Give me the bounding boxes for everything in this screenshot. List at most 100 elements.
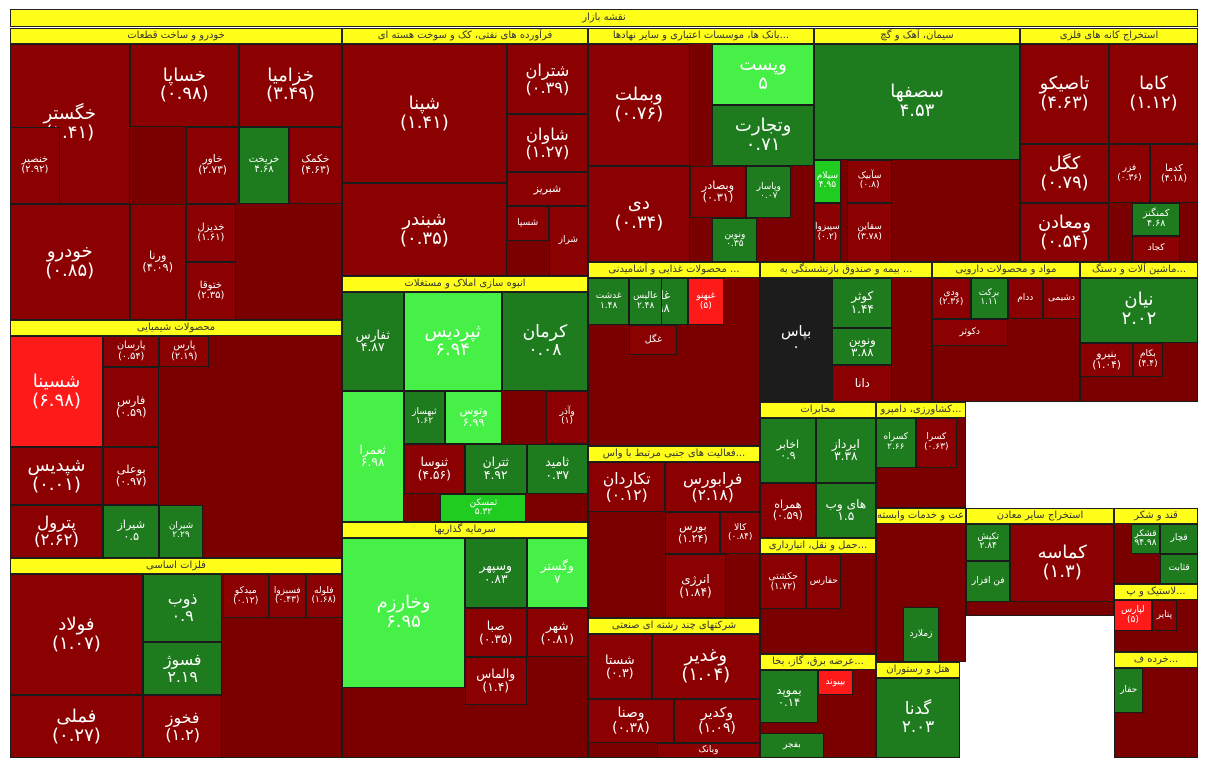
treemap-cell[interactable]: بوعلی (۰.۹۷) xyxy=(103,447,160,505)
treemap-cell[interactable]: بنیرو (۱.۰۴) xyxy=(1080,342,1134,378)
treemap-cell[interactable]: وبصادر (۰.۳۱) xyxy=(689,166,747,219)
treemap-cell[interactable]: کماسه (۱.۳) xyxy=(1010,524,1114,603)
sector-header[interactable]: شرکتهای چند رشته ای صنعتی xyxy=(588,618,760,634)
treemap-cell[interactable]: همراه (۰.۵۹) xyxy=(760,482,816,538)
treemap-cell[interactable]: خودرو (۰.۸۵) xyxy=(10,204,130,320)
treemap-cell[interactable]: کاما (۱.۱۲) xyxy=(1109,44,1198,145)
treemap-cell[interactable]: ورنا (۴.۰۹) xyxy=(129,204,186,320)
treemap-cell[interactable]: قشکر ۹۴.۹۸ xyxy=(1130,524,1161,554)
treemap-cell[interactable]: ثتران ۴.۹۲ xyxy=(465,443,527,495)
sector-header[interactable]: ماشین آلات و دستگ... xyxy=(1080,262,1198,278)
treemap-cell[interactable]: دکوثر xyxy=(932,318,1008,347)
treemap-cell[interactable]: فرابورس (۲.۱۸) xyxy=(665,462,760,512)
treemap-cell[interactable]: شبندر (۰.۳۵) xyxy=(342,183,507,276)
treemap-cell[interactable]: شپنا (۱.۴۱) xyxy=(342,44,507,184)
treemap-cell[interactable]: خزامیا (۳.۴۹) xyxy=(239,44,342,127)
treemap-cell[interactable]: غدشت ۱.۴۸ xyxy=(588,278,630,325)
treemap-cell[interactable]: سیلام ۴.۹۵ xyxy=(814,159,841,204)
treemap-cell[interactable]: فارس (۰.۵۹) xyxy=(103,367,160,447)
treemap-cell[interactable]: سقاین (۳.۷۸) xyxy=(847,203,893,262)
treemap-cell[interactable]: غبهنو (۵) xyxy=(687,278,724,325)
treemap-cell[interactable]: ونوین ۳.۸۸ xyxy=(832,327,893,365)
treemap-cell[interactable]: شراز xyxy=(548,206,588,276)
sector-header[interactable]: مواد و محصولات دارویی xyxy=(932,262,1080,278)
treemap-cell[interactable]: شبریز xyxy=(506,171,588,207)
treemap-cell[interactable]: خاور (۲.۷۳) xyxy=(186,126,240,205)
treemap-cell[interactable]: قثابت xyxy=(1160,554,1198,584)
treemap-cell[interactable]: شاوان (۱.۲۷) xyxy=(506,113,588,172)
sector-header[interactable]: لاستیک و پ... xyxy=(1114,584,1198,600)
treemap-cell[interactable]: فلوله (۱.۶۸) xyxy=(305,574,342,619)
treemap-cell[interactable]: بموپد ۰.۱۴ xyxy=(760,670,818,723)
treemap-cell[interactable]: وپاسار ۰.۰۷ xyxy=(746,166,792,219)
treemap-cell[interactable]: ثعمرا ۶.۹۸ xyxy=(342,390,404,522)
treemap-cell[interactable]: زملارد xyxy=(903,606,939,662)
treemap-cell[interactable]: ثنوسا (۴.۵۶) xyxy=(403,443,465,495)
sector-header[interactable]: استخراج کانه های فلزی xyxy=(1020,28,1198,44)
sector-header[interactable]: فرآورده های نفتی، کک و سوخت هسته ای xyxy=(342,28,588,44)
treemap-cell[interactable]: ایرداز ۳.۳۸ xyxy=(815,418,876,483)
sector-header[interactable]: عرضه برق، گاز، بخا... xyxy=(760,654,876,670)
treemap-cell[interactable]: پتایر xyxy=(1151,600,1177,632)
treemap-cell[interactable]: حفار xyxy=(1114,668,1144,713)
sector-header[interactable]: فعالیت های جنبی مرتبط با واس... xyxy=(588,446,760,462)
treemap-cell[interactable]: ثفارس ۴.۸۷ xyxy=(342,292,404,391)
sector-header[interactable]: بانک ها، موسسات اعتباری و سایر نهادها... xyxy=(588,28,814,44)
treemap-cell[interactable]: وآذر (۱) xyxy=(546,390,588,444)
treemap-cell[interactable]: فخوز (۱.۲) xyxy=(142,695,223,758)
treemap-cell[interactable]: کسرا (۰.۶۳) xyxy=(915,418,957,468)
treemap-cell[interactable]: تاصیکو (۴.۶۳) xyxy=(1020,44,1109,145)
treemap-cell[interactable]: کوثر ۱.۴۴ xyxy=(832,278,893,328)
treemap-cell[interactable]: وسپهر ۰.۸۳ xyxy=(465,538,527,609)
treemap-cell[interactable]: وگستر ۷ xyxy=(526,538,588,609)
sector-header[interactable]: محصولات غذایی و آشامیدنی ... xyxy=(588,262,760,278)
sector-header[interactable]: قند و شکر xyxy=(1114,508,1198,524)
treemap-cell[interactable]: وبانک xyxy=(656,743,760,758)
treemap-cell[interactable]: ثمسکن ۵.۳۲ xyxy=(440,494,527,522)
treemap-cell[interactable]: کسراه ۲.۶۶ xyxy=(876,418,916,468)
sector-header[interactable]: سرمایه گذاریها xyxy=(342,522,588,538)
treemap-cell[interactable]: خساپا (۰.۹۸) xyxy=(129,44,240,127)
treemap-cell[interactable]: فزر (۰.۳۶) xyxy=(1109,144,1150,204)
treemap-cell[interactable]: وتجارت ۰.۷۱ xyxy=(712,105,814,166)
treemap-cell[interactable]: شیران ۲.۲۹ xyxy=(159,504,203,558)
treemap-cell[interactable]: پارسان (۰.۵۴) xyxy=(103,336,160,368)
treemap-cell[interactable]: شیراز ۰.۵ xyxy=(103,504,160,558)
treemap-cell[interactable]: تکیش ۲.۸۴ xyxy=(966,524,1011,561)
treemap-cell[interactable]: ومعادن (۰.۵۴) xyxy=(1020,203,1109,262)
treemap-cell[interactable]: دانا xyxy=(832,364,893,402)
treemap-cell[interactable]: کگل (۰.۷۹) xyxy=(1020,144,1109,204)
treemap-cell[interactable]: وبملت (۰.۷۶) xyxy=(588,44,690,167)
sector-header[interactable]: بیمه و صندوق بازنشستگی به ... xyxy=(760,262,932,278)
treemap-cell[interactable]: شپدیس (۰.۰۱) xyxy=(10,447,103,505)
treemap-cell[interactable]: های وب ۱.۵ xyxy=(815,482,876,538)
sector-header[interactable]: زراعت و خدمات وابسته xyxy=(876,508,966,524)
treemap-cell[interactable]: صبا (۰.۳۵) xyxy=(465,608,527,657)
sector-header[interactable]: خرده ف... xyxy=(1114,652,1198,668)
treemap-cell[interactable]: خریخت ۴.۶۸ xyxy=(239,126,289,205)
treemap-cell[interactable]: ثامید ۰.۳۷ xyxy=(526,443,588,495)
treemap-cell[interactable]: اخابر ۰.۹ xyxy=(760,418,816,483)
treemap-cell[interactable]: کمنگنز ۴.۶۸ xyxy=(1132,203,1181,236)
treemap-cell[interactable]: غگل xyxy=(629,325,678,356)
treemap-cell[interactable]: والماس (۱.۴) xyxy=(465,656,527,706)
sector-header[interactable]: هتل و رستوران xyxy=(876,662,960,678)
treemap-cell[interactable]: سصفها ۴.۵۳ xyxy=(814,44,1020,160)
treemap-cell[interactable]: بورس (۱.۲۴) xyxy=(665,511,721,554)
treemap-cell[interactable]: شستا (۰.۳) xyxy=(588,634,652,699)
treemap-cell[interactable]: شسینا (۶.۹۸) xyxy=(10,336,103,447)
treemap-cell[interactable]: وتوس ۶.۹۹ xyxy=(445,390,502,444)
treemap-cell[interactable]: خکمک (۴.۶۳) xyxy=(288,126,342,205)
treemap-cell[interactable]: بفجر xyxy=(760,733,824,758)
treemap-cell[interactable]: بکام (۴.۴) xyxy=(1133,342,1163,378)
treemap-cell[interactable]: وپست ۵ xyxy=(712,44,814,105)
treemap-cell[interactable]: سیبزوا (۰.۲) xyxy=(814,203,841,262)
sector-header[interactable]: محصولات شیمیایی xyxy=(10,320,342,336)
treemap-cell[interactable]: حکشتی (۱.۷۲) xyxy=(760,554,807,609)
treemap-cell[interactable]: فسوژ ۲.۱۹ xyxy=(142,642,223,696)
sector-header[interactable]: سیمان، آهک و گچ xyxy=(814,28,1020,44)
treemap-cell[interactable]: کدما (۴.۱۸) xyxy=(1149,144,1198,204)
treemap-cell[interactable]: قچار xyxy=(1160,524,1198,554)
treemap-cell[interactable]: شهر (۰.۸۱) xyxy=(526,608,588,657)
treemap-cell[interactable]: ثبهساز ۱.۶۲ xyxy=(403,390,446,444)
